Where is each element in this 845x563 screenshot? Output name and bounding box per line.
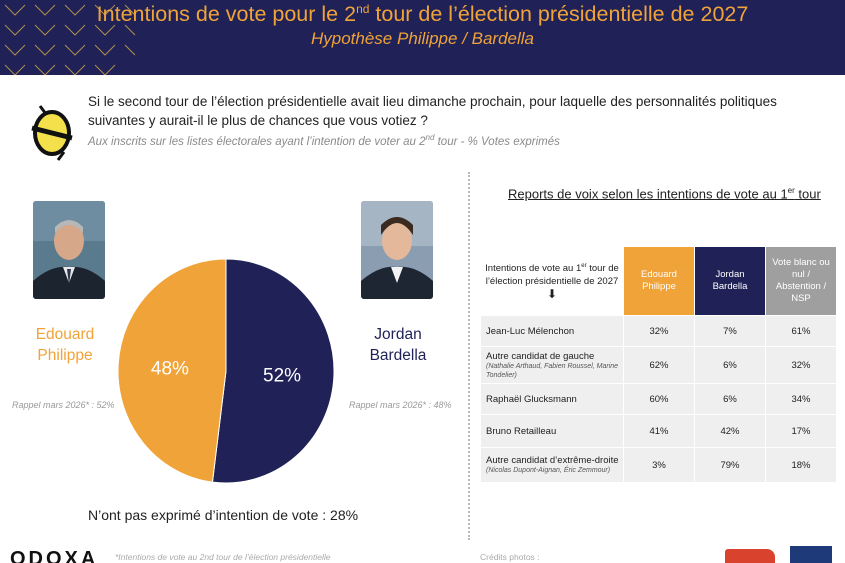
bardella-name: Jordan Bardella <box>369 326 427 364</box>
row-label: Autre candidat d’extrême-droite (Nicolas … <box>481 448 623 482</box>
table-cell: 17% <box>766 415 836 447</box>
table-cell: 32% <box>624 316 694 346</box>
table-row: Raphaël Glucksmann 60% 6% 34% <box>481 384 836 414</box>
arrow-down-icon: ⬇ <box>546 286 558 301</box>
philippe-photo <box>33 201 105 299</box>
table-cell: 6% <box>695 384 765 414</box>
no-intent-text: N’ont pas exprimé d’intention de vote : … <box>88 507 359 523</box>
table-row: Jean-Luc Mélenchon 32% 7% 61% <box>481 316 836 346</box>
section-divider <box>468 172 470 540</box>
row-label: Jean-Luc Mélenchon <box>481 316 623 346</box>
reports-title: Reports de voix selon les intentions de … <box>508 186 821 202</box>
table-cell: 60% <box>624 384 694 414</box>
column-header-blanc: Vote blanc ou nul / Abstention / NSP <box>766 247 836 315</box>
table-cell: 3% <box>624 448 694 482</box>
row-label: Raphaël Glucksmann <box>481 384 623 414</box>
row-label: Autre candidat de gauche (Nathalie Arthau… <box>481 347 623 383</box>
vote-pie-chart: 52% 48% <box>118 259 334 483</box>
table-cell: 79% <box>695 448 765 482</box>
philippe-name: Edouard Philippe <box>35 326 95 364</box>
bardella-rappel: Rappel mars 2026* : 48% <box>349 400 452 410</box>
table-cell: 41% <box>624 415 694 447</box>
table-corner-label: Intentions de vote au 1er tour de l’élec… <box>481 247 623 315</box>
page-title: Intentions de vote pour le 2nd tour de l… <box>96 2 749 27</box>
table-cell: 7% <box>695 316 765 346</box>
pie-slice-philippe <box>118 259 227 483</box>
footnote: *Intentions de vote au 2nd tour de l’éle… <box>115 552 331 562</box>
question-note: Aux inscrits sur les listes électorales … <box>88 133 560 148</box>
table-row: Autre candidat de gauche (Nathalie Arthau… <box>481 347 836 383</box>
table-cell: 32% <box>766 347 836 383</box>
table-cell: 34% <box>766 384 836 414</box>
bardella-photo <box>361 201 433 299</box>
table-cell: 18% <box>766 448 836 482</box>
column-header-philippe: Edouard Philippe <box>624 247 694 315</box>
footer: ODOXA *Intentions de vote au 2nd tour de… <box>0 545 845 563</box>
column-header-bardella: Jordan Bardella <box>695 247 765 315</box>
pie-label-philippe: 48% <box>151 358 189 379</box>
table-cell: 62% <box>624 347 694 383</box>
table-row: Autre candidat d’extrême-droite (Nicolas … <box>481 448 836 482</box>
brand-logo: ODOXA <box>10 548 99 563</box>
decorative-pattern <box>4 4 136 75</box>
table-header-row: Intentions de vote au 1er tour de l’élec… <box>481 247 836 315</box>
partner-logo <box>790 546 832 563</box>
question-text: Si le second tour de l’élection présiden… <box>88 94 777 128</box>
question-block: Si le second tour de l’élection présiden… <box>88 92 828 148</box>
table-cell: 42% <box>695 415 765 447</box>
reports-table: Intentions de vote au 1er tour de l’élec… <box>480 246 837 483</box>
table-row: Bruno Retailleau 41% 42% 17% <box>481 415 836 447</box>
pie-slice-bardella <box>211 259 334 483</box>
philippe-rappel: Rappel mars 2026* : 52% <box>12 400 115 410</box>
row-label: Bruno Retailleau <box>481 415 623 447</box>
table-cell: 6% <box>695 347 765 383</box>
page-subtitle: Hypothèse Philippe / Bardella <box>310 29 535 48</box>
partner-logo <box>725 549 775 563</box>
table-cell: 61% <box>766 316 836 346</box>
odoxa-logo-icon <box>31 105 73 161</box>
photo-credits: Crédits photos : <box>480 552 540 562</box>
pie-label-bardella: 52% <box>263 366 301 387</box>
header-band: Intentions de vote pour le 2nd tour de l… <box>0 0 845 75</box>
